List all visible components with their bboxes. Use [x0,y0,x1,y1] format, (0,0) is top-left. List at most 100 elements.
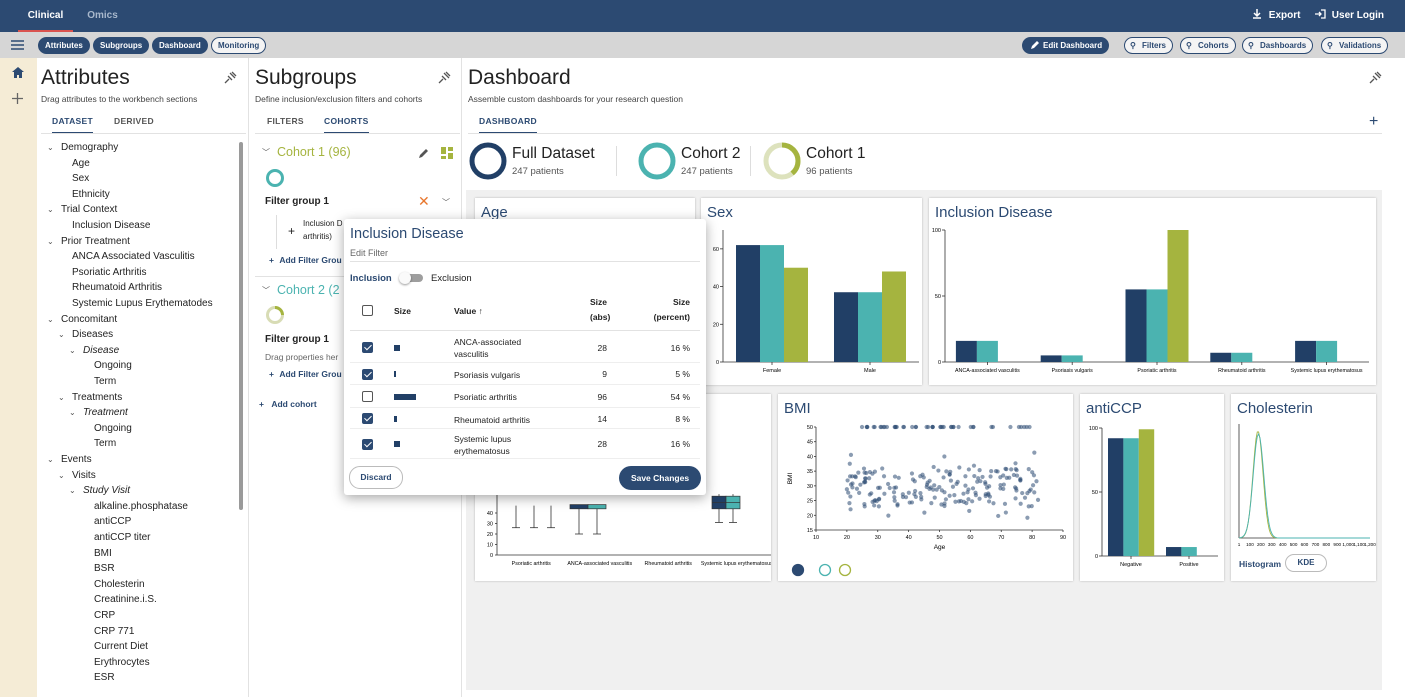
tree-node[interactable]: Concomitant [61,313,118,325]
tree-node[interactable]: Term [94,376,117,387]
save-changes-button[interactable]: Save Changes [619,466,701,490]
validations-button[interactable]: ⚲ Validations [1321,37,1389,54]
tree-node[interactable]: Erythrocytes [94,656,150,668]
tree-node[interactable]: Current Diet [94,641,148,653]
tree-node[interactable]: Rheumatoid Arthritis [72,282,163,294]
menu-icon[interactable] [11,40,24,50]
chevron-down-icon[interactable]: ⌄ [69,408,76,418]
chevron-down-icon[interactable]: ⌄ [47,236,54,246]
tree-node[interactable]: antiCCP [94,516,132,528]
add-icon[interactable] [12,93,23,104]
tab-filters[interactable]: FILTERS [267,116,304,126]
tree-node[interactable]: Ethnicity [72,188,110,200]
select-all-checkbox[interactable] [362,305,373,316]
col-value[interactable]: Value ↑ [454,306,483,316]
unpin-icon[interactable] [438,71,451,84]
col-size[interactable]: Size [394,306,412,316]
tree-node[interactable]: Prior Treatment [61,235,130,247]
tree-node[interactable]: Psoriatic Arthritis [72,266,147,278]
chevron-down-icon[interactable]: ⌄ [47,143,54,152]
add-filter-group-button[interactable]: + Add Filter Grou [269,255,342,265]
inclusion-toggle[interactable] [399,272,423,284]
toolbar-dashboard[interactable]: Dashboard [152,37,208,54]
tree-node[interactable]: Term [94,438,117,450]
tree-node[interactable]: Ongoing [94,422,132,434]
tree-node[interactable]: Cholesterin [94,578,145,590]
filters-button[interactable]: ⚲ Filters [1124,37,1174,54]
user-login-button[interactable]: User Login [1315,0,1384,32]
row-checkbox[interactable] [362,342,373,353]
cohort-summary-name[interactable]: Full Dataset [512,145,595,162]
chevron-down-icon[interactable]: ⌄ [58,330,65,340]
attributes-scrollbar[interactable] [239,142,243,510]
kde-toggle[interactable]: KDE [1285,554,1327,572]
export-button[interactable]: Export [1252,0,1300,32]
tree-node[interactable]: Visits [72,469,96,481]
col-size-percent[interactable]: Size (percent) [644,297,690,322]
tree-node[interactable]: Creatinine.i.S. [94,594,157,606]
histogram-toggle[interactable]: Histogram [1239,559,1282,569]
tree-node[interactable]: Study Visit [83,485,131,497]
table-row[interactable]: Psoriatic arthritis 96 54 % [350,385,700,408]
table-row[interactable]: Psoriasis vulgaris 9 5 % [350,363,700,385]
add-cohort-button[interactable]: + Add cohort [259,399,317,409]
tree-node[interactable]: Diseases [72,329,114,341]
inclusion-disease-card[interactable]: Inclusion Disease 0 50 100 ANCA-associated … [929,198,1376,385]
tree-node[interactable]: Ongoing [94,360,132,372]
tree-node[interactable]: Systemic Lupus Erythematodes [72,298,213,309]
table-row[interactable]: ANCA-associated vasculitis 28 16 % [350,332,700,363]
tab-dataset[interactable]: DATASET [52,116,93,134]
chevron-down-icon[interactable]: ⌄ [47,205,54,215]
tab-omics[interactable]: Omics [87,10,118,21]
tree-node[interactable]: BSR [94,563,115,575]
chevron-down-icon[interactable]: ⌄ [69,345,76,355]
tree-node[interactable]: Treatment [83,407,128,419]
toolbar-attributes[interactable]: Attributes [38,37,90,54]
edit-dashboard-button[interactable]: Edit Dashboard [1022,37,1110,54]
tree-node[interactable]: Sex [72,173,90,185]
unpin-icon[interactable] [224,71,237,84]
chevron-down-icon[interactable]: ⌄ [47,314,54,324]
close-icon[interactable]: ✕ [418,193,430,209]
table-row[interactable]: Rheumatoid arthritis 14 8 % [350,408,700,429]
tab-derived[interactable]: DERIVED [114,116,154,126]
cholesterin-card[interactable]: Cholesterin 1 100 200 300 400 500 600 700 800 900… [1231,394,1376,581]
tree-node[interactable]: BMI [94,547,112,559]
tree-node[interactable]: ANCA Associated Vasculitis [72,251,195,263]
cohorts-button[interactable]: ⚲ Cohorts [1180,37,1236,54]
chevron-down-icon[interactable]: ⌄ [58,470,65,480]
row-checkbox[interactable] [362,413,373,424]
tree-node[interactable]: Disease [83,344,120,356]
add-dashboard-icon[interactable]: + [1369,113,1379,130]
tree-node[interactable]: Demography [61,142,119,153]
tree-node[interactable]: Events [61,454,92,465]
tab-dashboard[interactable]: DASHBOARD [479,116,537,134]
tree-node[interactable]: Inclusion Disease [72,220,151,231]
cohort-summary-name[interactable]: Cohort 2 [681,145,741,162]
cohort1-title[interactable]: Cohort 1 (96) [277,145,351,159]
row-checkbox[interactable] [362,438,373,450]
unpin-icon[interactable] [1369,71,1382,84]
anticcp-card[interactable]: antiCCP 0 50 100 Negative Positive [1080,394,1224,581]
chevron-down-icon[interactable]: ⌄ [69,486,76,496]
tab-cohorts[interactable]: COHORTS [324,116,369,134]
home-icon[interactable] [12,67,24,79]
chevron-down-icon[interactable]: ﹀ [442,198,450,207]
tree-node[interactable]: CRP [94,610,116,621]
add-filter-group-button-2[interactable]: + Add Filter Grou [269,369,342,379]
table-row[interactable]: Systemic lupus erythematosus 28 16 % [350,429,700,459]
pencil-icon[interactable] [418,147,430,159]
tab-clinical[interactable]: Clinical [18,0,73,32]
tree-node[interactable]: antiCCP titer [94,532,151,543]
row-checkbox[interactable] [362,391,373,402]
tree-node[interactable]: Age [72,157,90,169]
col-size-abs[interactable]: Size (abs) [590,297,610,322]
chevron-down-icon[interactable]: ⌄ [58,392,65,402]
tree-node[interactable]: ESR [94,672,115,684]
tree-node[interactable]: CRP 771 [94,625,135,637]
tree-node[interactable]: alkaline.phosphatase [94,500,188,512]
cohort-summary-name[interactable]: Cohort 1 [806,145,866,162]
chevron-down-icon[interactable]: ﹀ [262,148,270,157]
cohort2-title[interactable]: Cohort 2 (2 [277,283,340,297]
row-checkbox[interactable] [362,368,373,380]
